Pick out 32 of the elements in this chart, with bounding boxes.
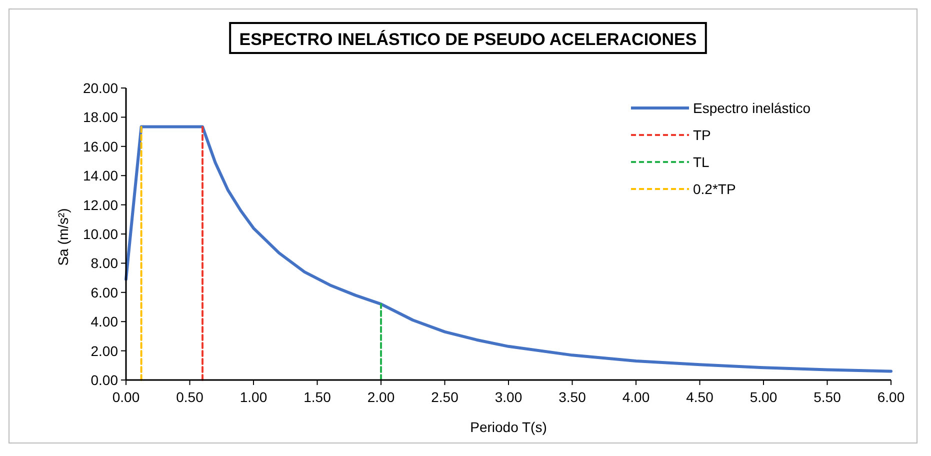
y-tick-label: 4.00 bbox=[90, 314, 118, 330]
x-tick-label: 1.00 bbox=[240, 389, 268, 405]
x-tick-label: 0.00 bbox=[112, 389, 140, 405]
line-series bbox=[124, 125, 892, 373]
y-tick-label: 18.00 bbox=[82, 109, 118, 126]
y-tick-label: 6.00 bbox=[90, 284, 118, 300]
y-tick-label: 0.00 bbox=[90, 372, 118, 388]
y-tick-label: 20.00 bbox=[82, 80, 118, 96]
x-tick-label: 5.00 bbox=[750, 389, 778, 405]
x-tick-label: 3.00 bbox=[494, 389, 522, 405]
x-axis-title: Periodo T(s) bbox=[470, 419, 547, 435]
chart-title: ESPECTRO INELÁSTICO DE PSEUDO ACELERACIONES bbox=[239, 29, 697, 49]
y-tick-label: 14.00 bbox=[82, 168, 118, 184]
y-tick-label: 16.00 bbox=[82, 138, 118, 154]
x-tick-label: 5.50 bbox=[814, 389, 842, 405]
y-tick-label: 12.00 bbox=[82, 196, 118, 213]
legend-label: Espectro inelástico bbox=[693, 100, 811, 116]
x-tick-label: 4.00 bbox=[622, 389, 650, 405]
x-tick-label: 2.00 bbox=[367, 389, 395, 405]
x-tick-label: 0.50 bbox=[176, 389, 204, 405]
legend-label: TP bbox=[693, 127, 711, 143]
y-tick-label: 2.00 bbox=[90, 342, 118, 359]
x-tick-label: 4.50 bbox=[686, 389, 714, 405]
legend-label: TL bbox=[693, 154, 710, 170]
y-tick-label: 10.00 bbox=[82, 226, 118, 242]
legend-label: 0.2*TP bbox=[693, 181, 736, 197]
x-tick-label: 6.00 bbox=[877, 389, 905, 405]
x-tick-label: 3.50 bbox=[558, 389, 586, 405]
y-tick-label: 8.00 bbox=[90, 255, 118, 272]
y-axis-title: Sa (m/s²) bbox=[55, 208, 71, 266]
x-tick-label: 2.50 bbox=[431, 389, 459, 405]
x-tick-label: 1.50 bbox=[304, 389, 332, 405]
